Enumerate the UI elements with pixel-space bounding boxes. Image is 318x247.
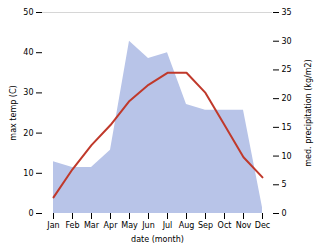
svg-text:20: 20 [23,129,33,138]
svg-text:Sep: Sep [198,221,213,230]
svg-text:Aug: Aug [179,221,195,230]
svg-text:Nov: Nov [236,221,252,230]
svg-text:Oct: Oct [218,221,232,230]
svg-text:50: 50 [23,8,33,17]
svg-text:20: 20 [282,94,292,103]
svg-text:10: 10 [23,169,33,178]
svg-text:25: 25 [282,65,292,74]
svg-text:date (month): date (month) [131,235,184,244]
svg-text:med. precipitation (kg/m2): med. precipitation (kg/m2) [304,59,313,166]
svg-text:35: 35 [282,8,292,17]
svg-text:10: 10 [282,152,292,161]
svg-text:Mar: Mar [84,221,100,230]
svg-text:5: 5 [282,180,287,189]
svg-text:15: 15 [282,123,292,132]
svg-text:Apr: Apr [104,221,119,230]
svg-text:Jan: Jan [46,221,59,230]
svg-text:Jun: Jun [141,221,155,230]
svg-text:Jul: Jul [162,221,173,230]
svg-text:0: 0 [28,209,33,218]
svg-text:Dec: Dec [255,221,270,230]
svg-text:30: 30 [23,88,33,97]
svg-text:May: May [121,221,138,230]
svg-text:Feb: Feb [65,221,79,230]
svg-text:max temp (C): max temp (C) [9,85,18,140]
svg-text:40: 40 [23,48,33,57]
svg-text:0: 0 [282,209,287,218]
svg-text:30: 30 [282,37,292,46]
